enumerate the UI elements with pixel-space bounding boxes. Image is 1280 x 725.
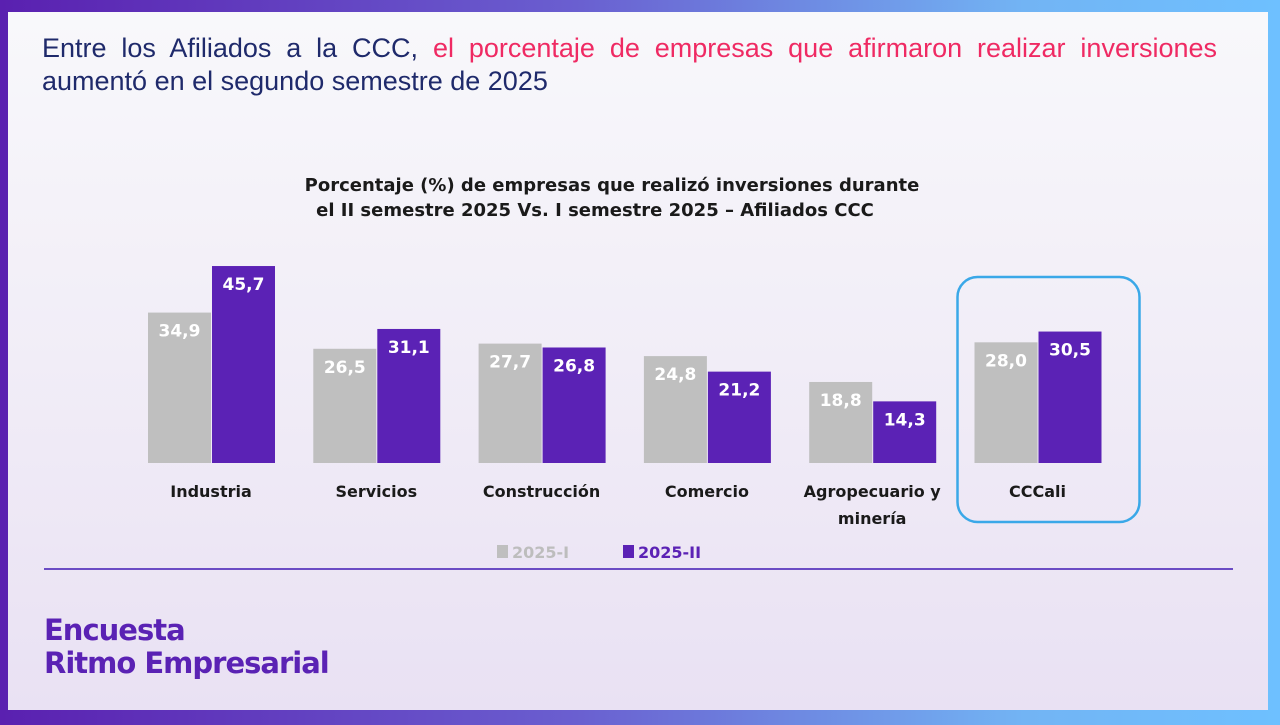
bar-2025-II (212, 266, 275, 463)
data-label: 45,7 (223, 275, 265, 295)
data-label: 28,0 (985, 351, 1027, 371)
legend-label: 2025-II (638, 543, 701, 562)
bar-2025-II (707, 371, 771, 463)
brand-line2: Ritmo Empresarial (44, 646, 330, 680)
data-label: 27,7 (489, 353, 531, 373)
bar-2025-I (809, 381, 873, 463)
highlight-box (956, 275, 1141, 524)
chart-title-line1: Porcentaje (%) de empresas que realizó i… (305, 175, 920, 196)
category-label: CCCali (1009, 482, 1066, 501)
legend-swatch-2025-II (623, 545, 634, 558)
legend-swatch-2025-I (497, 545, 508, 558)
category-label: Industria (170, 482, 252, 501)
bar-2025-I (974, 342, 1038, 463)
data-label: 34,9 (159, 322, 201, 342)
data-label: 21,2 (718, 381, 760, 401)
bar-2025-I (313, 348, 377, 463)
bar-2025-II (377, 328, 441, 463)
bar-2025-II (873, 401, 937, 463)
bar-2025-I (643, 356, 707, 463)
category-label: Servicios (335, 482, 417, 501)
headline-text: Entre los Afiliados a la CCC, (42, 33, 433, 63)
data-label: 26,5 (324, 358, 366, 378)
brand-logo: Encuesta Ritmo Empresarial (44, 613, 330, 680)
headline-highlight: el porcentaje de empresas que afirmaron … (432, 33, 1218, 63)
data-label: 18,8 (820, 391, 862, 411)
bar-2025-I (148, 312, 211, 463)
data-label: 24,8 (654, 365, 696, 385)
brand-line1: Encuesta (44, 613, 186, 647)
data-label: 31,1 (388, 338, 430, 358)
data-label: 14,3 (884, 410, 926, 430)
data-label: 30,5 (1049, 341, 1091, 361)
category-label: Agropecuario y (804, 482, 942, 501)
category-label: Construcción (483, 482, 600, 501)
headline-text-end: aumentó en el segundo semestre de 2025 (42, 66, 548, 96)
data-label: 26,8 (553, 356, 595, 376)
headline: Entre los Afiliados a la CCC, el porcent… (42, 32, 1217, 98)
bar-2025-I (478, 343, 542, 463)
legend-label: 2025-I (512, 543, 569, 562)
chart-title-line2: el II semestre 2025 Vs. I semestre 2025 … (316, 200, 874, 221)
category-label: minería (838, 509, 907, 528)
bar-2025-II (542, 347, 606, 463)
bar-2025-II (1038, 331, 1102, 463)
category-label: Comercio (665, 482, 749, 501)
